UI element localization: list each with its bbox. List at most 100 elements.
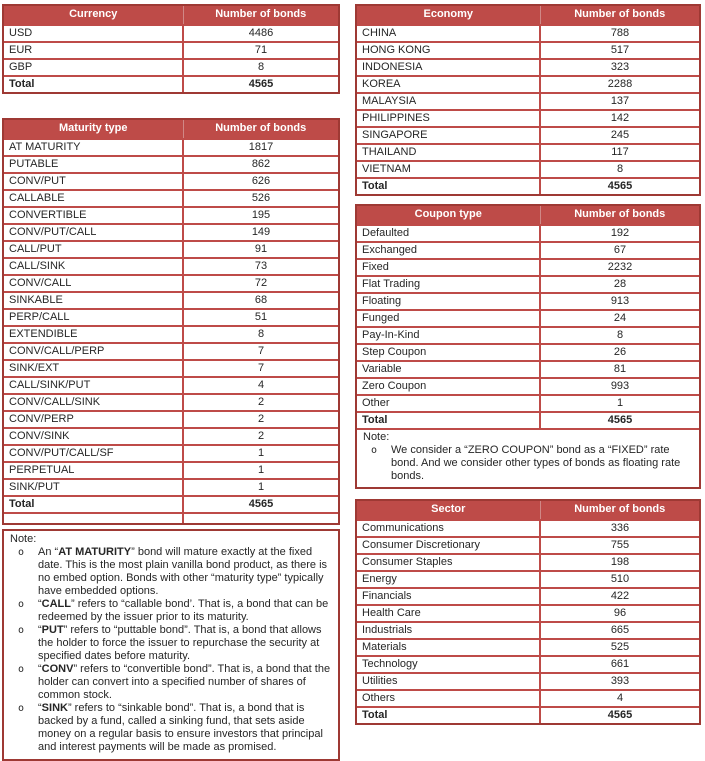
table-row: Technology 661 — [357, 655, 699, 673]
row-value: 517 — [539, 41, 699, 59]
row-value: 192 — [539, 224, 699, 242]
bullet-marker: o — [18, 547, 25, 558]
table-row: Materials 525 — [357, 638, 699, 656]
row-label: Flat Trading — [357, 275, 540, 293]
row-label: SINGAPORE — [357, 126, 540, 144]
table-row: Variable 81 — [357, 360, 699, 378]
row-value: 422 — [539, 587, 699, 605]
row-label: PERP/CALL — [4, 308, 183, 326]
currency-table: Currency Number of bonds USD 4486 EUR 71 — [2, 4, 340, 94]
table-row: CONV/PUT/CALL 149 — [4, 223, 338, 241]
table-row: CONV/CALL 72 — [4, 274, 338, 292]
row-label: CONV/PUT/CALL — [4, 223, 183, 241]
row-label: CONV/PUT/CALL/SF — [4, 444, 183, 462]
table-row: CALLABLE 526 — [4, 189, 338, 207]
coupon-note-row: Note: o We consider a “ZERO COUPON” bond… — [357, 428, 699, 487]
table-row: Financials 422 — [357, 587, 699, 605]
note-bullet-text: “SINK” refers to “sinkable bond”. That i… — [38, 702, 323, 753]
row-value: 862 — [182, 155, 338, 173]
table-row: CONV/PERP 2 — [4, 410, 338, 428]
row-label: Energy — [357, 570, 540, 588]
row-value: 1 — [182, 478, 338, 496]
bullet-marker: o — [18, 703, 25, 714]
note-label: Note: — [10, 533, 37, 545]
table-row: SINGAPORE 245 — [357, 126, 699, 144]
row-label: Industrials — [357, 621, 540, 639]
total-value: 4565 — [539, 411, 699, 429]
row-value: 913 — [539, 292, 699, 310]
row-value: 195 — [182, 206, 338, 224]
row-value: 96 — [539, 604, 699, 622]
row-value: 149 — [182, 223, 338, 241]
row-value: 8 — [539, 160, 699, 178]
total-row: Total 4565 — [4, 75, 338, 92]
right-column: Economy Number of bonds CHINA 788 HONG K… — [355, 4, 701, 725]
table-row: MALAYSIA 137 — [357, 92, 699, 110]
row-label: Floating — [357, 292, 540, 310]
row-label: SINK/PUT — [4, 478, 183, 496]
row-value: 1 — [539, 394, 699, 412]
table-row: VIETNAM 8 — [357, 160, 699, 178]
note-bullet-text: “CALL” refers to “callable bond’. That i… — [38, 598, 329, 623]
row-label: CALL/PUT — [4, 240, 183, 258]
row-label: PUTABLE — [4, 155, 183, 173]
total-value: 4565 — [182, 75, 338, 92]
row-label: Exchanged — [357, 241, 540, 259]
row-value: 7 — [182, 342, 338, 360]
table-row: Health Care 96 — [357, 604, 699, 622]
total-row: Total 4565 — [4, 495, 338, 513]
row-value: 525 — [539, 638, 699, 656]
coupon-header-row: Coupon type Number of bonds — [357, 206, 699, 225]
row-value: 755 — [539, 536, 699, 554]
table-row: Defaulted 192 — [357, 224, 699, 242]
row-value: 2 — [182, 427, 338, 445]
number-of-bonds-header: Number of bonds — [539, 501, 699, 520]
table-row: Step Coupon 26 — [357, 343, 699, 361]
row-label: SINKABLE — [4, 291, 183, 309]
total-label: Total — [357, 411, 540, 429]
row-label: Others — [357, 689, 540, 707]
economy-header-row: Economy Number of bonds — [357, 6, 699, 25]
row-label: Defaulted — [357, 224, 540, 242]
note-bullet: o “PUT” refers to “puttable bond”. That … — [9, 624, 333, 663]
currency-header: Currency — [4, 6, 183, 25]
table-row: Other 1 — [357, 394, 699, 412]
row-label: Other — [357, 394, 540, 412]
row-label: Materials — [357, 638, 540, 656]
row-label: EXTENDIBLE — [4, 325, 183, 343]
table-row: Fixed 2232 — [357, 258, 699, 276]
maturity-note-box: Note: o An “AT MATURITY” bond will matur… — [2, 529, 340, 761]
row-value: 2 — [182, 410, 338, 428]
total-label: Total — [357, 706, 540, 723]
table-row: CHINA 788 — [357, 24, 699, 42]
row-label: CONV/SINK — [4, 427, 183, 445]
row-label: Consumer Discretionary — [357, 536, 540, 554]
note-bullet: o We consider a “ZERO COUPON” bond as a … — [362, 444, 694, 483]
row-label: Consumer Staples — [357, 553, 540, 571]
row-value: 91 — [182, 240, 338, 258]
row-label: HONG KONG — [357, 41, 540, 59]
row-label: INDONESIA — [357, 58, 540, 76]
row-label: KOREA — [357, 75, 540, 93]
row-value: 7 — [182, 359, 338, 377]
row-value: 2 — [182, 393, 338, 411]
currency-header-row: Currency Number of bonds — [4, 6, 338, 25]
note-bullet: o “SINK” refers to “sinkable bond”. That… — [9, 702, 333, 754]
row-value: 323 — [539, 58, 699, 76]
bullet-marker: o — [18, 664, 25, 675]
number-of-bonds-header: Number of bonds — [182, 6, 338, 25]
table-row: Funged 24 — [357, 309, 699, 327]
bullet-marker: o — [371, 445, 378, 456]
table-row: CALL/SINK/PUT 4 — [4, 376, 338, 394]
row-value: 245 — [539, 126, 699, 144]
table-row: CONV/SINK 2 — [4, 427, 338, 445]
table-row: EUR 71 — [4, 41, 338, 59]
table-row: Utilities 393 — [357, 672, 699, 690]
row-label: Fixed — [357, 258, 540, 276]
table-row: Exchanged 67 — [357, 241, 699, 259]
note-bullet: o An “AT MATURITY” bond will mature exac… — [9, 546, 333, 598]
row-label: Variable — [357, 360, 540, 378]
row-value: 117 — [539, 143, 699, 161]
table-row: KOREA 2288 — [357, 75, 699, 93]
row-label: CONV/CALL/SINK — [4, 393, 183, 411]
